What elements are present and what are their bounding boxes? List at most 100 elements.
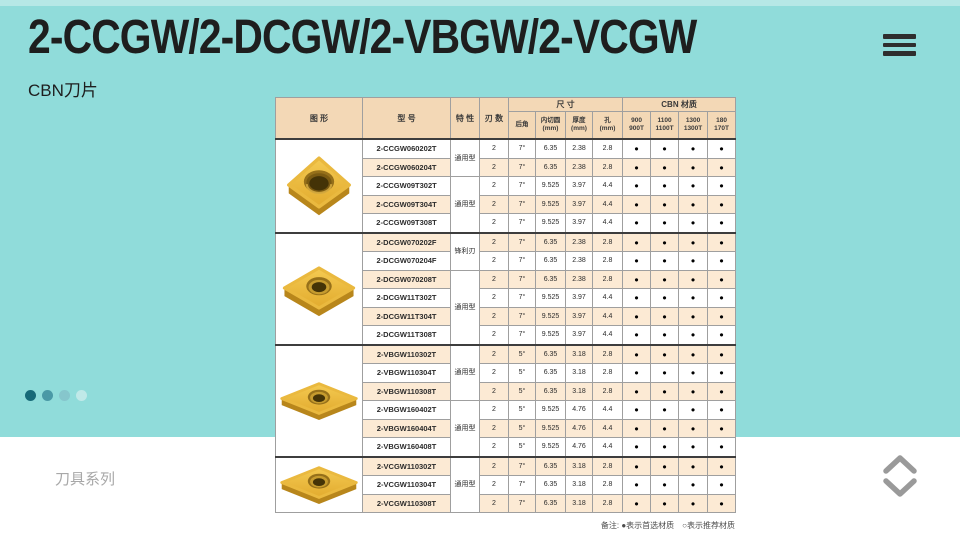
cbn-material-dot-cell: ● bbox=[707, 400, 737, 420]
col-header-cbn-group: CBN 材质 bbox=[622, 97, 737, 112]
relief-angle-cell: 7° bbox=[508, 251, 536, 271]
thickness-cell: 2.38 bbox=[565, 157, 593, 177]
hole-cell: 2.8 bbox=[591, 455, 624, 476]
edges-cell: 2 bbox=[479, 194, 509, 214]
col-header-model: 型 号 bbox=[362, 97, 451, 140]
relief-angle-cell: 7° bbox=[508, 475, 536, 495]
hole-cell: 2.8 bbox=[591, 363, 624, 383]
top-accent-strip bbox=[0, 0, 960, 6]
model-cell: 2-DCGW070202F bbox=[362, 231, 451, 252]
inscribed-circle-cell: 6.35 bbox=[535, 157, 566, 177]
cbn-material-dot-cell: ● bbox=[622, 288, 652, 308]
cbn-material-dot-cell: ● bbox=[622, 194, 652, 214]
thickness-cell: 2.38 bbox=[565, 269, 593, 289]
model-cell: 2-CCGW09T302T bbox=[362, 176, 451, 196]
model-cell: 2-VBGW110308T bbox=[362, 381, 451, 401]
cbn-material-dot-cell: ● bbox=[650, 437, 680, 457]
table-row: 2-VCGW110302T 通用型 2 7° 6.35 3.18 2.8 ● ● ● ● bbox=[275, 455, 737, 513]
cbn-material-dot-cell: ● bbox=[650, 157, 680, 177]
pagination-dot-1[interactable] bbox=[25, 390, 36, 401]
vbgw-insert-image bbox=[275, 343, 363, 457]
cbn-material-dot-cell: ● bbox=[707, 343, 737, 364]
relief-angle-cell: 7° bbox=[508, 493, 536, 513]
table-row: 2-VBGW160404T 2 5° 9.525 4.76 4.4 ● ● ● ● bbox=[276, 418, 737, 438]
inscribed-circle-cell: 6.35 bbox=[535, 343, 566, 364]
inscribed-circle-cell: 6.35 bbox=[535, 231, 566, 252]
cbn-material-dot-cell: ● bbox=[678, 363, 709, 383]
cbn-material-dot-cell: ● bbox=[707, 455, 737, 476]
pagination-dot-4[interactable] bbox=[76, 390, 87, 401]
hole-cell: 4.4 bbox=[591, 176, 624, 196]
hole-cell: 4.4 bbox=[591, 194, 624, 214]
cbn-material-dot-cell: ● bbox=[678, 194, 709, 214]
page-subtitle: CBN刀片 bbox=[28, 81, 98, 100]
pagination-dot-2[interactable] bbox=[42, 390, 53, 401]
hamburger-bar bbox=[883, 51, 916, 56]
table-row: 2-VBGW110302T 通用型 2 5° 6.35 3.18 2.8 ● ● ● ● bbox=[275, 343, 737, 457]
col-header-image: 图 形 bbox=[275, 97, 363, 140]
cbn-material-dot-cell: ● bbox=[650, 213, 680, 233]
relief-angle-cell: 7° bbox=[508, 176, 536, 196]
feature-cell: 通用型 bbox=[450, 455, 480, 513]
cbn-material-dot-cell: ● bbox=[707, 231, 737, 252]
col-subheader: 1100 1100T bbox=[650, 111, 680, 140]
inscribed-circle-cell: 9.525 bbox=[535, 194, 566, 214]
table-row: 2-VBGW110304T 2 5° 6.35 3.18 2.8 ● ● ● ● bbox=[276, 363, 737, 383]
feature-cell: 通用型 bbox=[450, 269, 480, 345]
hamburger-menu-icon[interactable] bbox=[883, 34, 916, 56]
feature-cell: 通用型 bbox=[450, 138, 480, 177]
page-title: 2-CCGW/2-DCGW/2-VBGW/2-VCGW bbox=[28, 11, 697, 64]
chevron-down-icon[interactable] bbox=[881, 476, 919, 500]
chevron-up-icon[interactable] bbox=[881, 452, 919, 476]
cbn-material-dot-cell: ● bbox=[622, 343, 652, 364]
relief-angle-cell: 5° bbox=[508, 400, 536, 420]
thickness-cell: 3.18 bbox=[565, 455, 593, 476]
cbn-material-dot-cell: ● bbox=[678, 176, 709, 196]
cbn-material-dot-cell: ● bbox=[650, 231, 680, 252]
cbn-material-dot-cell: ● bbox=[622, 325, 652, 345]
cbn-material-dot-cell: ● bbox=[678, 269, 709, 289]
hole-cell: 2.8 bbox=[591, 231, 624, 252]
cbn-material-dot-cell: ● bbox=[622, 269, 652, 289]
pagination-dot-3[interactable] bbox=[59, 390, 70, 401]
model-cell: 2-VBGW160408T bbox=[362, 437, 451, 457]
hole-cell: 4.4 bbox=[591, 400, 624, 420]
inscribed-circle-cell: 6.35 bbox=[535, 455, 566, 476]
cbn-material-dot-cell: ● bbox=[707, 381, 737, 401]
edges-cell: 2 bbox=[479, 363, 509, 383]
cbn-material-dot-cell: ● bbox=[650, 493, 680, 513]
table-row: 2-VBGW110308T 2 5° 6.35 3.18 2.8 ● ● ● ● bbox=[276, 381, 737, 401]
inscribed-circle-cell: 9.525 bbox=[535, 400, 566, 420]
cbn-material-dot-cell: ● bbox=[622, 418, 652, 438]
hole-cell: 2.8 bbox=[591, 251, 624, 271]
cbn-material-dot-cell: ● bbox=[650, 138, 680, 159]
cbn-material-dot-cell: ● bbox=[650, 251, 680, 271]
col-header-size-group: 尺 寸 bbox=[507, 97, 624, 112]
cbn-material-dot-cell: ● bbox=[650, 455, 680, 476]
inscribed-circle-cell: 9.525 bbox=[535, 306, 566, 326]
hole-cell: 2.8 bbox=[591, 157, 624, 177]
thickness-cell: 3.18 bbox=[565, 363, 593, 383]
relief-angle-cell: 7° bbox=[508, 269, 536, 289]
model-cell: 2-VCGW110304T bbox=[362, 475, 451, 495]
feature-cell: 锋利刃 bbox=[450, 231, 480, 271]
thickness-cell: 3.18 bbox=[565, 493, 593, 513]
model-cell: 2-CCGW09T308T bbox=[362, 213, 451, 233]
hole-cell: 4.4 bbox=[591, 306, 624, 326]
cbn-material-dot-cell: ● bbox=[707, 306, 737, 326]
table-row: 2-DCGW11T304T 2 7° 9.525 3.97 4.4 ● ● ● ● bbox=[276, 306, 737, 326]
thickness-cell: 2.38 bbox=[565, 231, 593, 252]
table-row: 2-CCGW09T304T 2 7° 9.525 3.97 4.4 ● ● ● ● bbox=[276, 194, 737, 214]
cbn-material-dot-cell: ● bbox=[622, 138, 652, 159]
col-header-feature: 特 性 bbox=[450, 97, 480, 140]
inscribed-circle-cell: 6.35 bbox=[535, 493, 566, 513]
model-cell: 2-VBGW160402T bbox=[362, 400, 451, 420]
inscribed-circle-cell: 6.35 bbox=[535, 269, 566, 289]
col-subheader: 1300 1300T bbox=[678, 111, 709, 140]
cbn-material-dot-cell: ● bbox=[678, 213, 709, 233]
model-cell: 2-VCGW110308T bbox=[362, 493, 451, 513]
table-row: 2-VCGW110308T 2 7° 6.35 3.18 2.8 ● ● ● ● bbox=[276, 493, 737, 513]
cbn-material-dot-cell: ● bbox=[650, 306, 680, 326]
edges-cell: 2 bbox=[479, 493, 509, 513]
